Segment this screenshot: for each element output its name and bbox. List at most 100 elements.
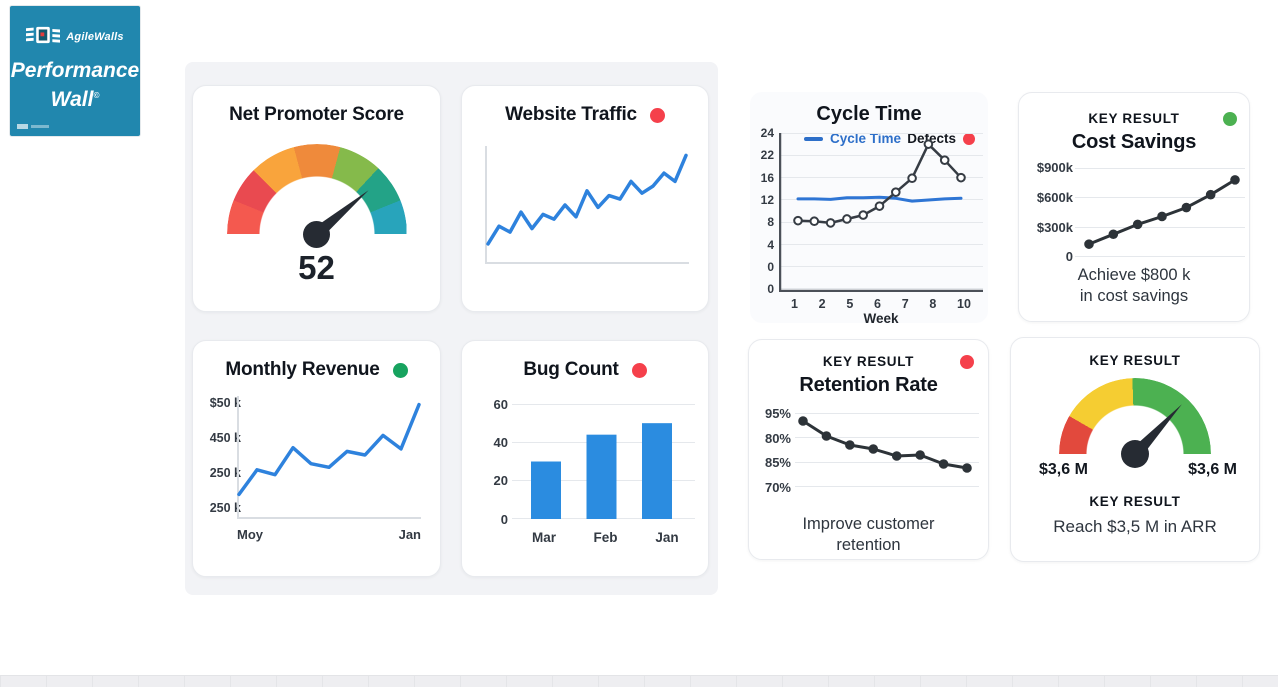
monthly-revenue-card: Monthly Revenue $50 k 450 k 250 k 250 k Moy… [192, 340, 441, 577]
line-swatch-icon [804, 136, 823, 141]
x-axis-label: 2 [818, 297, 826, 311]
status-dot-red [631, 362, 647, 378]
nps-gauge [226, 144, 407, 248]
x-axis-label: 8 [929, 297, 937, 311]
website-traffic-title: Website Traffic [505, 104, 637, 125]
y-axis-label: 450 k [209, 430, 241, 445]
cycle-time-x-title: Week [863, 311, 899, 326]
y-axis-label: 12 [760, 193, 774, 208]
cycle-time-x-axis: 1 2 5 6 7 8 10 [779, 297, 983, 311]
agilewalls-logo-card: AgileWalls Performance Wall© [10, 6, 140, 136]
arr-gauge-right-label: $3,6 M [1188, 461, 1237, 478]
bottom-frame-strip [0, 675, 1278, 687]
logo-watermark-mark [17, 124, 49, 129]
arr-gauge-range-labels: $3,6 M $3,6 M [1039, 461, 1237, 479]
cost-savings-y-axis: $900k $600k $300k 0 [1021, 153, 1073, 272]
cycle-time-y-axis: 24 22 16 12 8 4 0 0 [750, 122, 774, 300]
y-axis-label: 250 k [209, 465, 241, 480]
retention-rate-card: KEY RESULT Retention Rate 95% 80% 85% 70% I… [748, 339, 989, 560]
y-axis-label: 16 [760, 170, 774, 185]
bug-count-chart [512, 404, 695, 519]
legend-label-cycle-time: Cycle Time [830, 131, 902, 146]
retention-chart [795, 413, 979, 487]
monthly-revenue-title: Monthly Revenue [225, 359, 380, 380]
arr-footer-kicker: KEY RESULT [1089, 494, 1181, 509]
x-axis-label: Mar [531, 530, 556, 545]
nps-card: Net Promoter Score 52 [192, 85, 441, 312]
monthly-revenue-y-axis: $50 k 450 k 250 k 250 k [197, 385, 241, 525]
bug-count-title: Bug Count [523, 359, 619, 380]
cost-savings-chart [1075, 168, 1245, 257]
arr-gauge-hub [1121, 440, 1149, 468]
status-dot-green [1223, 112, 1237, 126]
y-axis-label: 70% [764, 479, 791, 495]
x-axis-label: 7 [901, 297, 909, 311]
legend-label-defects: Defects [907, 131, 956, 146]
status-dot-red [963, 132, 975, 145]
x-axis-label: Jan [398, 527, 421, 542]
arr-gauge [1059, 378, 1211, 468]
legend-item-defects: Defects [907, 131, 975, 146]
x-axis-label: 1 [791, 297, 798, 311]
x-axis-label: 10 [957, 297, 971, 311]
y-axis-label: 80% [764, 430, 791, 446]
y-axis-label: $50 k [209, 395, 241, 410]
arr-kicker: KEY RESULT [1089, 353, 1181, 368]
y-axis-label: 40 [493, 434, 508, 450]
monthly-revenue-x-axis: Moy Jan [237, 527, 421, 542]
cycle-time-title: Cycle Time [816, 103, 922, 125]
nps-gauge-hub [303, 220, 330, 248]
nps-card-title: Net Promoter Score [229, 104, 404, 125]
y-axis-label: 4 [767, 237, 774, 252]
y-axis-label: $300k [1036, 219, 1073, 235]
logo-product-name: Performance Wall© [10, 58, 140, 111]
y-axis-label: 250 k [209, 500, 241, 515]
y-axis-label: $900k [1036, 160, 1073, 176]
x-axis-label: Jan [655, 530, 679, 545]
retention-title: Retention Rate [799, 374, 938, 396]
cycle-time-card: Cycle Time Cycle Time Defects 24 22 16 12 8 4… [750, 92, 988, 326]
logo-content: AgileWalls Performance Wall© [10, 6, 140, 136]
cycle-time-chart [779, 133, 983, 292]
status-dot-green [392, 362, 408, 378]
y-axis-label: $600k [1036, 190, 1073, 206]
x-axis-label: 5 [846, 297, 854, 311]
y-axis-label: 0 [767, 259, 774, 274]
bug-count-x-axis: Mar Feb Jan [512, 530, 699, 545]
nps-value: 52 [298, 249, 335, 286]
arr-gauge-left-label: $3,6 M [1039, 461, 1088, 478]
arr-key-result-card: KEY RESULT $3,6 M $3,6 M KEY RESULT Reac… [1010, 337, 1260, 562]
y-axis-label: 22 [760, 148, 774, 163]
status-dot-red [649, 107, 665, 123]
y-axis-label: 95% [764, 405, 791, 421]
cost-savings-title: Cost Savings [1071, 131, 1197, 153]
x-axis-label: 6 [874, 297, 881, 311]
y-axis-label: 0 [1065, 249, 1073, 265]
status-dot-red [960, 355, 974, 369]
cost-savings-card: KEY RESULT Cost Savings $900k $600k $300k 0… [1018, 92, 1250, 322]
arr-footer-text: Reach $3,5 M in ARR [1053, 517, 1217, 536]
website-traffic-card: Website Traffic [461, 85, 709, 312]
y-axis-label: 0 [500, 511, 508, 527]
x-axis-label: Feb [593, 530, 618, 545]
bug-count-card: Bug Count 60 40 20 0 Mar Feb Jan [461, 340, 709, 577]
retention-kicker: KEY RESULT [822, 354, 915, 369]
retention-caption: Improve customer retention [802, 515, 935, 554]
legend-item-cycle-time: Cycle Time [804, 131, 901, 146]
monthly-revenue-chart [237, 396, 421, 519]
y-axis-label: 60 [493, 396, 508, 412]
retention-y-axis: 95% 80% 85% 70% [751, 401, 791, 500]
y-axis-label: 24 [760, 126, 774, 141]
x-axis-label: Moy [237, 527, 263, 542]
cost-savings-caption: Achieve $800 k in cost savings [1077, 266, 1191, 305]
cycle-time-legend: Cycle Time Defects [804, 131, 975, 146]
logo-brand-text: AgileWalls [66, 31, 124, 43]
agilewalls-wall-icon [26, 25, 61, 50]
bug-count-y-axis: 60 40 20 0 [472, 385, 508, 538]
cost-savings-kicker: KEY RESULT [1088, 111, 1180, 126]
y-axis-label: 85% [764, 455, 791, 471]
y-axis-label: 20 [493, 473, 508, 489]
y-axis-label: 0 [767, 282, 774, 297]
trademark-symbol: © [93, 90, 100, 100]
